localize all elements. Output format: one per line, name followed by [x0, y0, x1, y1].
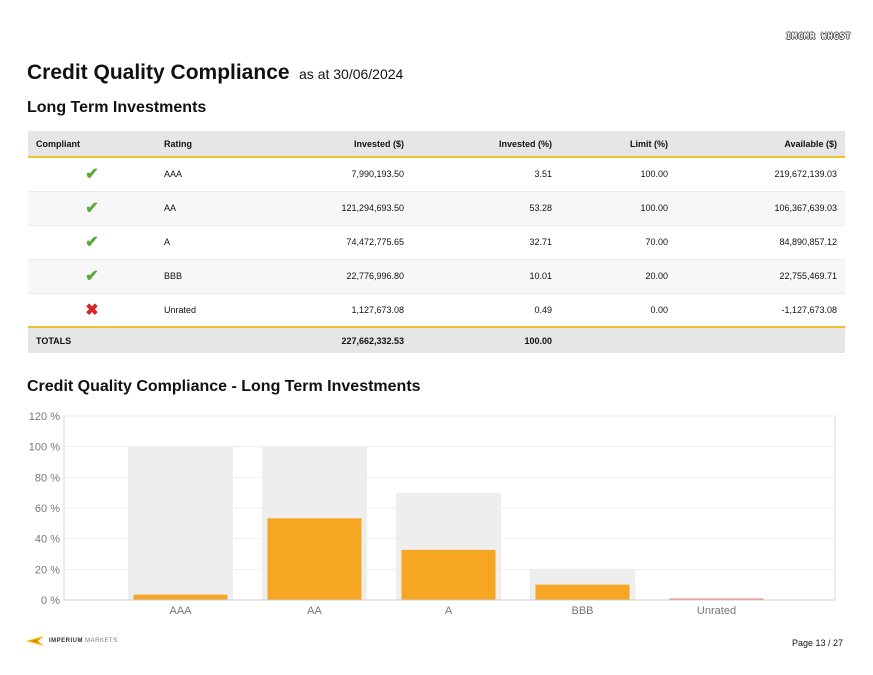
cross-icon: ✖ [85, 301, 99, 319]
compliant-cell: ✔ [28, 259, 156, 294]
brand-watermark: IMCMR WHGST [785, 32, 851, 42]
totals-invested: 227,662,332.53 [260, 326, 412, 353]
rating-cell: AAA [156, 157, 260, 192]
totals-empty-available [676, 326, 845, 353]
invested-cell: 22,776,996.80 [260, 259, 412, 294]
available-cell: 106,367,639.03 [676, 191, 845, 226]
logo-wordmark: IMPERIUM MARKETS [49, 638, 118, 644]
x-tick-label: AAA [169, 605, 192, 617]
checkmark-icon: ✔ [85, 268, 99, 285]
checkmark-icon: ✔ [85, 234, 99, 251]
invested-cell: 74,472,775.65 [260, 225, 412, 260]
invested-cell: 1,127,673.08 [260, 293, 412, 328]
page-title-date: as at 30/06/2024 [299, 66, 404, 82]
compliant-cell: ✔ [28, 191, 156, 226]
col-invested-pct: Invested (%) [412, 131, 560, 158]
page-title: Credit Quality Compliance as at 30/06/20… [27, 61, 403, 85]
x-tick-label: A [445, 605, 453, 617]
x-tick-label: AA [307, 605, 322, 617]
imperium-logo-icon [26, 636, 44, 646]
col-compliant: Compliant [28, 131, 156, 158]
col-available: Available ($) [676, 131, 845, 158]
limit-cell: 70.00 [560, 225, 676, 260]
rating-cell: A [156, 225, 260, 260]
footer-logo: IMPERIUM MARKETS [26, 636, 118, 646]
col-invested: Invested ($) [260, 131, 412, 158]
y-tick-label: 0 % [41, 595, 60, 607]
limit-cell: 0.00 [560, 293, 676, 328]
limit-cell: 100.00 [560, 191, 676, 226]
table-row: ✔ AAA 7,990,193.50 3.51 100.00 219,672,139.03 [28, 157, 845, 192]
compliant-cell: ✔ [28, 225, 156, 260]
rating-cell: BBB [156, 259, 260, 294]
table-row: ✔ A 74,472,775.65 32.71 70.00 84,890,857.12 [28, 225, 845, 260]
invested-pct-cell: 53.28 [412, 191, 560, 226]
invested-bar [267, 518, 362, 600]
available-cell: 84,890,857.12 [676, 225, 845, 260]
invested-pct-cell: 0.49 [412, 293, 560, 328]
totals-invested-pct: 100.00 [412, 326, 560, 353]
totals-row: TOTALS 227,662,332.53 100.00 [28, 326, 845, 353]
table-section-title: Long Term Investments [27, 99, 207, 116]
x-tick-label: BBB [571, 605, 593, 617]
y-tick-label: 80 % [35, 472, 60, 484]
invested-bar [133, 594, 228, 600]
compliance-bar-chart: 0 %20 %40 %60 %80 %100 %120 %AAA AA A BBB Un… [29, 411, 836, 617]
page-number: Page 13 / 27 [791, 638, 843, 648]
compliant-cell: ✔ [28, 157, 156, 192]
y-tick-label: 60 % [35, 503, 60, 515]
table-row: ✖ Unrated 1,127,673.08 0.49 0.00 -1,127,673.0… [28, 293, 845, 328]
logo-wordmark-bold: IMPERIUM [49, 638, 83, 644]
rating-cell: AA [156, 191, 260, 226]
y-tick-label: 20 % [35, 564, 60, 576]
invested-pct-cell: 3.51 [412, 157, 560, 192]
rating-cell: Unrated [156, 293, 260, 328]
table-header-row: Compliant Rating Invested ($) Invested (… [28, 131, 845, 158]
invested-bar [535, 584, 630, 600]
totals-empty-limit [560, 326, 676, 353]
y-tick-label: 100 % [29, 442, 60, 454]
x-tick-label: Unrated [697, 605, 736, 617]
limit-cell: 20.00 [560, 259, 676, 294]
y-tick-label: 40 % [35, 534, 60, 546]
checkmark-icon: ✔ [85, 200, 99, 217]
col-rating: Rating [156, 131, 260, 158]
chart-section-title: Credit Quality Compliance - Long Term In… [27, 378, 421, 395]
available-cell: 22,755,469.71 [676, 259, 845, 294]
invested-bar [669, 598, 764, 600]
invested-cell: 121,294,693.50 [260, 191, 412, 226]
available-cell: -1,127,673.08 [676, 293, 845, 328]
invested-pct-cell: 32.71 [412, 225, 560, 260]
invested-pct-cell: 10.01 [412, 259, 560, 294]
table-row: ✔ BBB 22,776,996.80 10.01 20.00 22,755,469.71 [28, 259, 845, 294]
table-row: ✔ AA 121,294,693.50 53.28 100.00 106,367,639.… [28, 191, 845, 226]
limit-bar [128, 446, 233, 600]
invested-cell: 7,990,193.50 [260, 157, 412, 192]
page-title-main: Credit Quality Compliance [27, 61, 290, 84]
totals-label: TOTALS [28, 326, 260, 353]
limit-cell: 100.00 [560, 157, 676, 192]
compliant-cell: ✖ [28, 293, 156, 328]
col-limit: Limit (%) [560, 131, 676, 158]
y-tick-label: 120 % [29, 411, 60, 423]
invested-bar [401, 549, 496, 600]
checkmark-icon: ✔ [85, 166, 99, 184]
compliance-table: Compliant Rating Invested ($) Invested (… [28, 131, 845, 353]
available-cell: 219,672,139.03 [676, 157, 845, 192]
logo-wordmark-light: MARKETS [85, 638, 118, 644]
